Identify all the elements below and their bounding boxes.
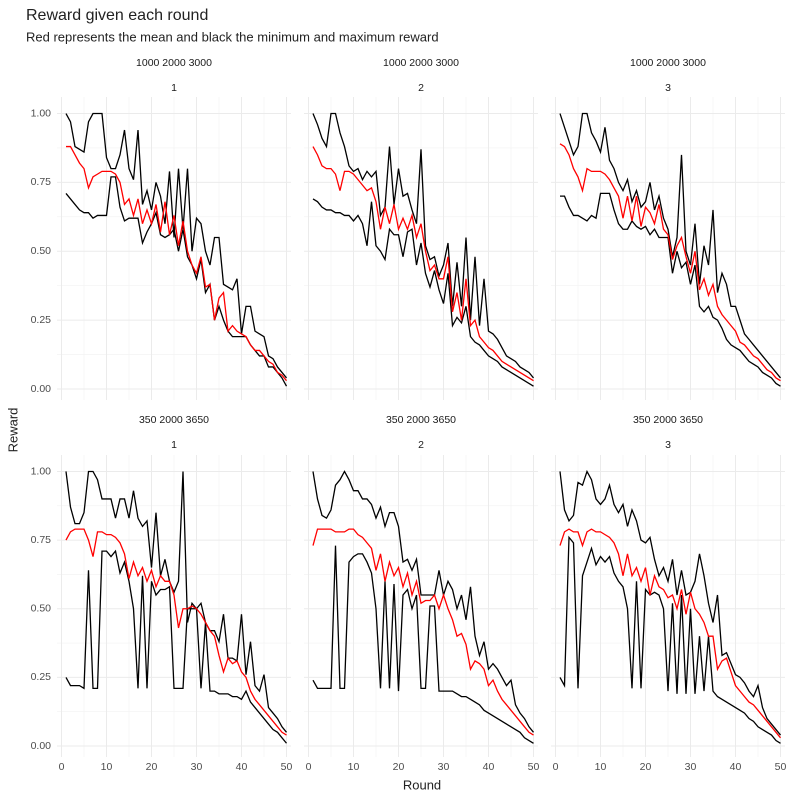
y-tick-label: 0.50: [31, 603, 52, 615]
y-tick-label: 1.00: [31, 107, 52, 119]
y-tick-label: 0.00: [31, 740, 52, 752]
chart-subtitle: Red represents the mean and black the mi…: [26, 29, 439, 44]
series-line: [559, 112, 782, 379]
x-tick-label: 10: [101, 761, 113, 773]
y-tick-label: 0.00: [31, 383, 52, 395]
strip-label: 1: [171, 82, 177, 94]
series-line: [65, 112, 288, 379]
series-line: [65, 470, 288, 733]
x-tick-label: 50: [281, 761, 293, 773]
series-line: [312, 112, 535, 379]
series-line: [312, 146, 534, 382]
strip-label: 350 2000 3650: [633, 414, 703, 426]
x-tick-label: 0: [553, 761, 559, 773]
series-line: [559, 528, 782, 739]
y-tick-label: 0.75: [31, 534, 52, 546]
series-line: [312, 528, 534, 736]
series-line: [312, 470, 535, 733]
strip-label: 3: [665, 439, 671, 451]
strip-label: 1000 2000 3000: [383, 57, 459, 69]
x-tick-label: 50: [775, 761, 787, 773]
series-line: [559, 535, 781, 744]
chart-title: Reward given each round: [26, 7, 208, 24]
x-tick-label: 30: [685, 761, 697, 773]
series-line: [312, 198, 534, 387]
strip-label: 1000 2000 3000: [136, 57, 212, 69]
x-tick-label: 0: [59, 761, 65, 773]
x-axis-label: Round: [403, 777, 441, 792]
x-tick-label: 0: [306, 761, 312, 773]
x-tick-label: 40: [730, 761, 742, 773]
x-tick-label: 10: [595, 761, 607, 773]
y-tick-label: 0.50: [31, 245, 52, 257]
y-tick-label: 1.00: [31, 465, 52, 477]
strip-label: 1000 2000 3000: [630, 57, 706, 69]
strip-label: 2: [418, 82, 424, 94]
series-line: [65, 549, 288, 744]
strip-label: 1: [171, 439, 177, 451]
x-tick-label: 30: [438, 761, 450, 773]
series-line: [559, 469, 782, 736]
y-tick-label: 0.25: [31, 314, 52, 326]
x-tick-label: 20: [146, 761, 158, 773]
x-tick-label: 20: [393, 761, 405, 773]
series-line: [312, 545, 534, 744]
strip-label: 350 2000 3650: [386, 414, 456, 426]
series-line: [66, 145, 288, 382]
series-line: [559, 143, 781, 382]
x-tick-label: 20: [640, 761, 652, 773]
x-tick-label: 50: [528, 761, 540, 773]
strip-label: 350 2000 3650: [139, 414, 209, 426]
y-tick-label: 0.75: [31, 176, 52, 188]
strip-label: 2: [418, 439, 424, 451]
y-tick-label: 0.25: [31, 671, 52, 683]
x-tick-label: 40: [483, 761, 495, 773]
x-tick-label: 30: [191, 761, 203, 773]
x-tick-label: 40: [236, 761, 248, 773]
strip-label: 3: [665, 82, 671, 94]
x-tick-label: 10: [348, 761, 360, 773]
series-line: [65, 528, 287, 736]
series-line: [560, 192, 781, 387]
y-axis-label: Reward: [5, 408, 20, 453]
